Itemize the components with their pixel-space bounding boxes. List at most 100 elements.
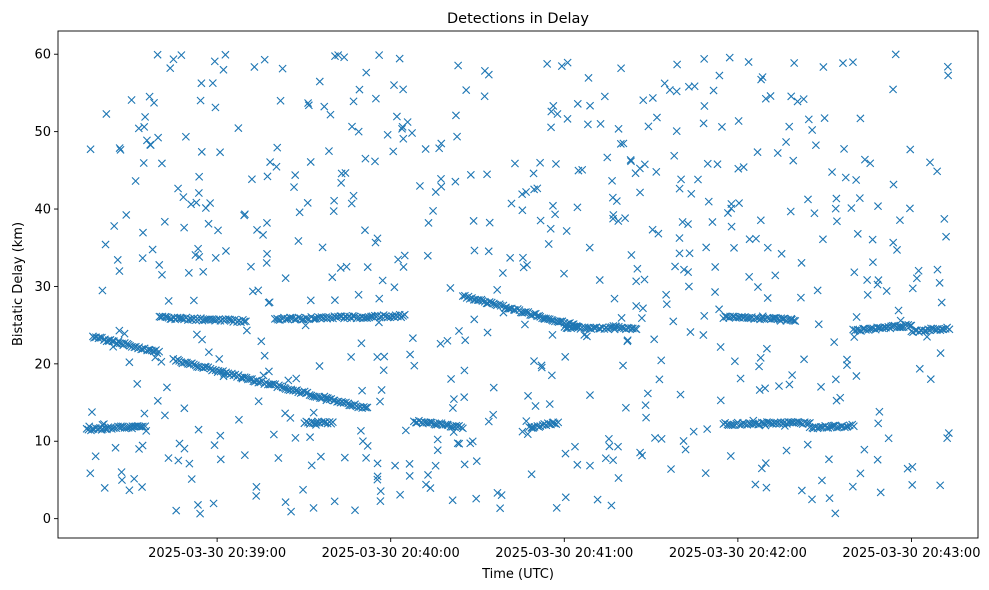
scatter-point <box>201 363 210 372</box>
scatter-point <box>831 204 840 213</box>
scatter-point <box>521 308 530 317</box>
scatter-point <box>157 270 166 279</box>
scatter-point <box>391 461 400 470</box>
scatter-point <box>551 159 560 168</box>
scatter-point <box>86 469 95 478</box>
scatter-point <box>673 60 682 69</box>
scatter-point <box>745 272 754 281</box>
scatter-point <box>197 79 206 88</box>
scatter-point <box>142 426 151 435</box>
scatter-point <box>672 87 681 96</box>
scatter-point <box>180 223 189 232</box>
scatter-point <box>102 109 111 118</box>
scatter-point <box>140 409 149 418</box>
scatter-point <box>172 506 181 515</box>
scatter-point <box>774 382 783 391</box>
scatter-point <box>485 218 494 227</box>
scatter-point <box>852 372 861 381</box>
scatter-point <box>935 278 944 287</box>
scatter-point <box>160 411 169 420</box>
scatter-point <box>180 404 189 413</box>
scatter-point <box>146 140 155 149</box>
scatter-point <box>155 260 164 269</box>
scatter-point <box>770 313 779 322</box>
scatter-point <box>448 404 457 413</box>
scatter-point <box>609 456 618 465</box>
scatter-point <box>489 383 498 392</box>
scatter-point <box>250 62 259 71</box>
scatter-point <box>318 243 327 252</box>
scatter-point <box>330 312 339 321</box>
scatter-point <box>306 433 315 442</box>
scatter-point <box>349 97 358 106</box>
scatter-point <box>392 112 401 121</box>
scatter-point <box>484 247 493 256</box>
scatter-point <box>185 459 194 468</box>
scatter-point <box>700 102 709 110</box>
scatter-point <box>788 371 797 380</box>
scatter-point <box>648 93 657 102</box>
scatter-point <box>943 62 952 71</box>
scatter-point <box>340 314 349 323</box>
scatter-point <box>330 296 339 305</box>
scatter-point <box>684 282 693 291</box>
scatter-point <box>860 155 869 164</box>
scatter-point <box>347 352 356 361</box>
scatter-point <box>744 58 753 67</box>
scatter-point <box>309 314 318 323</box>
scatter-point <box>557 62 566 71</box>
scatter-point <box>704 197 713 206</box>
scatter-point <box>945 325 954 334</box>
scatter-point <box>761 384 770 393</box>
scatter-point <box>259 371 268 380</box>
scatter-point <box>640 160 649 169</box>
scatter-point <box>324 147 333 156</box>
scatter-point <box>331 52 339 61</box>
scatter-point <box>472 494 481 503</box>
scatter-point <box>373 459 382 468</box>
scatter-point <box>138 422 147 431</box>
scatter-point <box>820 114 829 123</box>
scatter-point <box>460 393 469 402</box>
scatter-point <box>247 175 256 184</box>
scatter-point <box>689 427 698 436</box>
scatter-point <box>351 506 360 515</box>
scatter-point <box>349 191 358 200</box>
scatter-point <box>330 497 339 506</box>
scatter-point <box>702 243 711 252</box>
scatter-point <box>632 302 641 310</box>
scatter-point <box>850 268 859 277</box>
scatter-point <box>436 174 445 183</box>
scatter-point <box>905 204 914 213</box>
scatter-point <box>127 95 136 104</box>
scatter-point <box>519 263 528 272</box>
scatter-point <box>745 235 754 244</box>
scatter-point <box>264 367 273 376</box>
scatter-point <box>903 464 912 473</box>
scatter-point <box>240 317 249 326</box>
scatter-point <box>128 424 137 433</box>
scatter-point <box>337 178 346 187</box>
scatter-point <box>157 159 166 168</box>
scatter-point <box>189 296 198 305</box>
scatter-point <box>766 92 775 101</box>
scatter-point <box>940 214 949 223</box>
scatter-point <box>699 119 708 128</box>
scatter-point <box>727 222 736 231</box>
scatter-point <box>827 422 836 431</box>
scatter-point <box>603 153 612 162</box>
scatter-point <box>518 427 527 436</box>
scatter-point <box>361 403 370 412</box>
scatter-point <box>496 301 505 310</box>
scatter-point <box>290 183 299 192</box>
scatter-point <box>586 101 595 110</box>
scatter-point <box>843 422 852 431</box>
scatter-point <box>478 296 487 305</box>
scatter-point <box>544 240 553 248</box>
scatter-point <box>377 385 386 394</box>
scatter-point <box>662 290 671 299</box>
scatter-point <box>853 229 862 238</box>
scatter-point <box>312 314 321 323</box>
scatter-point <box>825 494 834 503</box>
